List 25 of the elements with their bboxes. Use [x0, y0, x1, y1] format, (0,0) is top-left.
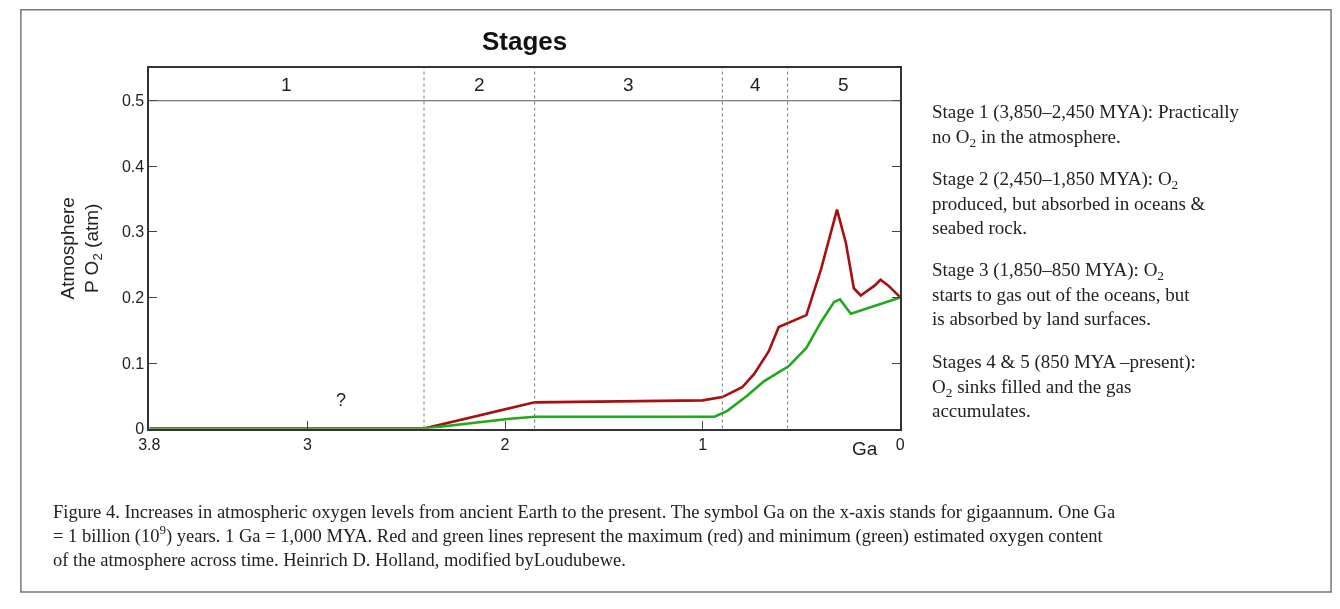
y-tick-label: 0.2: [121, 289, 145, 307]
y-tick-label: 0: [135, 420, 145, 438]
text: Stage 3 (1,850–850 MYA): O$_{2}$ starts to gas out of the oceans, but is absorbed by land surfaces.: [932, 259, 1191, 330]
text: Stage 1 (3,850–2,450 MYA): Practically no O$_{2}$ in the atmosphere.: [932, 101, 1240, 150]
annotation: 3: [623, 74, 634, 95]
annotation: 4: [750, 74, 761, 95]
annotation: 5: [838, 74, 849, 95]
x-tick-label: 3.8: [138, 435, 161, 453]
annotation: 2: [474, 74, 485, 95]
annotation: ?: [336, 390, 347, 410]
y-tick-label: 0.3: [121, 223, 145, 241]
annotation: 1: [281, 74, 292, 95]
line-series: [149, 296, 901, 429]
x-tick-label: 1: [698, 435, 708, 453]
x-tick-label: 0: [895, 435, 905, 453]
caption: Figure 4. Increases in atmospheric oxygen levels from ancient Earth to the present. The symbol Ga on the x-axis stands for gigaannum. One Ga = 1 billion (10$^{9}$) years. 1 Ga = 1,000 MYA. Red and green lines represent the maximum (red) and minimum (green) estimated oxygen content of the atmosphere across time. Heinrich D. Holland, modified byLoudubewe.: [53, 502, 1116, 571]
y-tick-label: 0.5: [121, 92, 145, 110]
x-tick-label: 3: [302, 435, 312, 453]
text: Stages 4 & 5 (850 MYA –present): O$_{2}$ sinks filled and the gas accumulates.: [932, 351, 1196, 422]
text: Stage 2 (2,450–1,850 MYA): O$_{2}$ produced, but absorbed in oceans & seabed rock.: [932, 168, 1206, 239]
y-tick-label: 0.1: [121, 354, 145, 372]
x-tick-label: 2: [500, 435, 510, 453]
y-tick-label: 0.4: [121, 157, 145, 175]
x-axis-title: Ga: [852, 438, 878, 459]
chart-title: Stages: [482, 26, 568, 56]
